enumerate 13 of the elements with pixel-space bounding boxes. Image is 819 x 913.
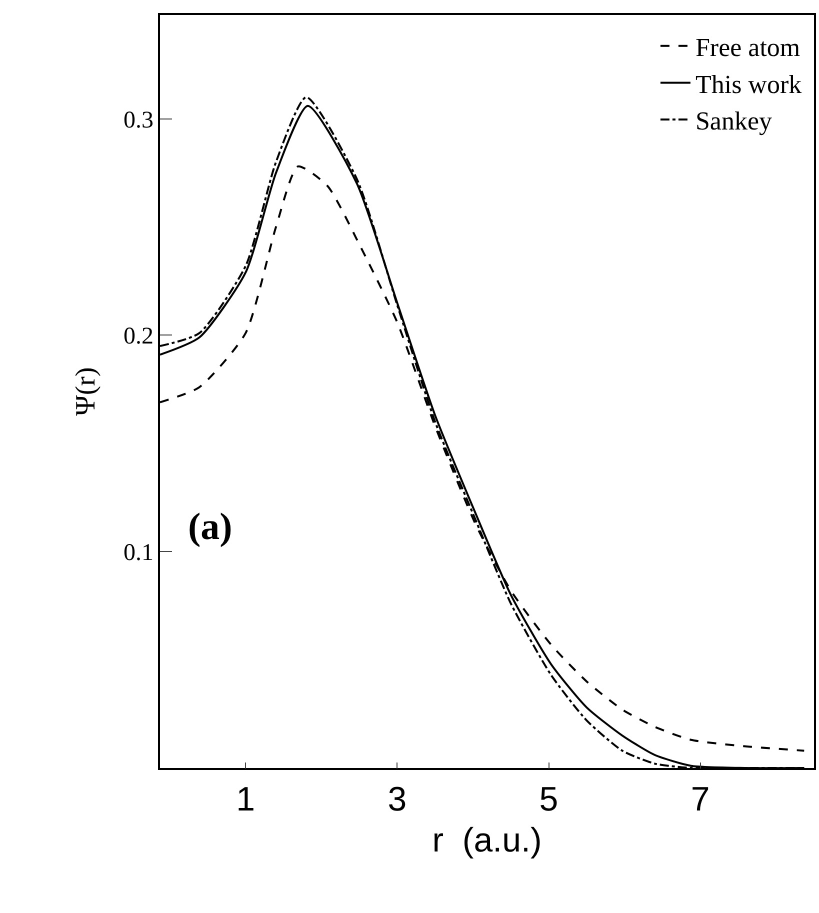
x-tick-label: 1 (236, 780, 256, 819)
legend-label: Free atom (695, 33, 800, 62)
x-tick-label: 7 (690, 780, 710, 819)
legend-label: Sankey (695, 106, 772, 136)
y-tick-label: 0.1 (123, 540, 154, 566)
y-axis-title: Ψ(r) (70, 367, 102, 416)
x-axis-title: r (a.u.) (432, 821, 542, 860)
x-tick-label: 5 (539, 780, 558, 819)
x-tick-label: 3 (388, 780, 407, 819)
legend-label: This work (695, 70, 802, 99)
y-tick-label: 0.2 (123, 324, 154, 350)
annotation: (a) (188, 506, 232, 548)
y-tick-label: 0.3 (123, 107, 154, 134)
